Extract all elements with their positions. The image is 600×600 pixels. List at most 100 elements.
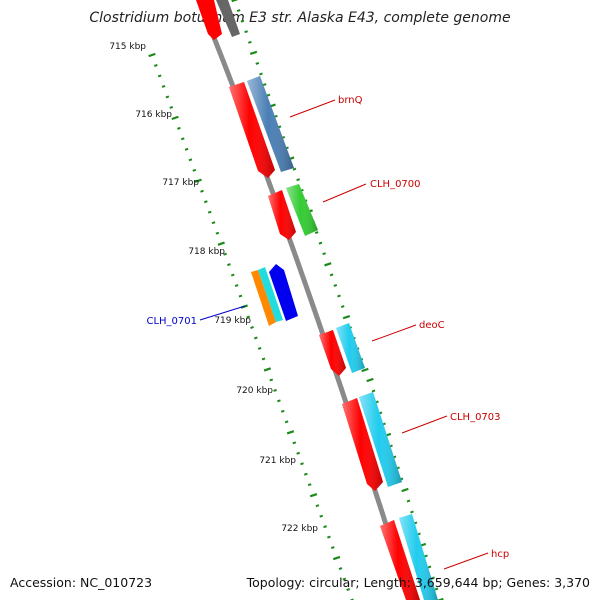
tick-mark (300, 462, 304, 466)
tick-mark (249, 50, 258, 56)
tick-mark (261, 357, 266, 361)
tick-mark (323, 525, 327, 529)
tick-mark (296, 451, 300, 455)
tick-mark (332, 555, 341, 561)
leader-brnq (289, 99, 336, 118)
tick-mark (327, 535, 331, 539)
tick-mark (361, 367, 369, 373)
tick-mark (263, 367, 272, 372)
tick-mark (431, 576, 435, 580)
gene-block-top-gray[interactable] (216, 0, 240, 37)
tick-mark (309, 493, 318, 498)
tick-mark (257, 347, 262, 350)
tick-mark (255, 61, 260, 65)
tick-label-719: 719 kbp (214, 316, 251, 326)
tick-mark (333, 283, 338, 287)
gene-block-clh0701-darkblue[interactable] (269, 264, 298, 321)
genome-info-text: Topology: circular; Length: 3,659,644 bp… (246, 575, 590, 590)
map-title: Clostridium botulinum E3 str. Alaska E43… (89, 10, 511, 26)
tick-mark (338, 567, 343, 571)
tick-label-721: 721 kbp (259, 456, 296, 466)
tick-mark (169, 105, 174, 109)
tick-mark (165, 95, 170, 99)
gene-label-hcp[interactable]: hcp (491, 549, 509, 560)
gene-block-clh0701-orange[interactable] (251, 270, 276, 326)
leader-deoc (371, 324, 417, 342)
gene-block-clh0701-teal[interactable] (258, 267, 283, 322)
tick-mark (401, 487, 409, 493)
tick-mark (307, 483, 312, 487)
tick-mark (296, 178, 300, 182)
tick-mark (246, 315, 250, 319)
leader-clh0703 (401, 415, 448, 434)
tick-mark (248, 40, 252, 44)
tick-mark (410, 510, 414, 514)
tick-mark (192, 168, 197, 172)
tick-mark (427, 565, 432, 569)
accession-text: Accession: NC_010723 (10, 575, 153, 590)
tick-mark (292, 441, 297, 445)
tick-mark (194, 178, 202, 183)
leader-clh0700 (322, 183, 367, 203)
tick-mark (154, 64, 158, 67)
gene-label-deoc[interactable]: deoC (419, 320, 445, 331)
tick-mark (188, 158, 193, 162)
tick-mark (277, 399, 281, 403)
tick-mark (207, 210, 212, 214)
tick-mark (329, 273, 334, 277)
tick-mark (330, 546, 335, 550)
gene-label-clh0703[interactable]: CLH_0703 (450, 412, 501, 423)
gene-shading (229, 76, 438, 600)
tick-mark (406, 499, 411, 503)
tick-mark (273, 388, 277, 392)
tick-mark (215, 231, 220, 235)
leader-clh0701 (199, 305, 246, 321)
tick-label-715: 715 kbp (109, 42, 146, 52)
tick-mark (292, 167, 297, 171)
tick-mark (217, 241, 225, 246)
tick-mark (177, 126, 181, 130)
gene-block-top-red[interactable] (196, 0, 222, 40)
tick-mark (342, 314, 351, 320)
tick-mark (200, 189, 204, 193)
tick-mark (314, 231, 319, 235)
gene-label-brnq[interactable]: brnQ (338, 95, 363, 106)
genome-backbone (196, 0, 413, 600)
tick-mark (180, 137, 185, 141)
tick-label-722: 722 kbp (281, 524, 318, 534)
tick-mark (436, 597, 444, 600)
tick-label-720: 720 kbp (236, 386, 273, 396)
tick-mark (284, 420, 289, 424)
tick-mark (231, 0, 239, 3)
tick-mark (371, 389, 376, 393)
tick-mark (259, 72, 263, 76)
tick-mark (304, 472, 308, 476)
gene-label-clh0700[interactable]: CLH_0700 (370, 179, 421, 190)
tick-mark (240, 19, 245, 23)
tick-label-716: 716 kbp (135, 110, 172, 120)
tick-mark (204, 200, 208, 204)
tick-mark (319, 514, 324, 518)
tick-mark (234, 284, 239, 288)
tick-mark (236, 9, 241, 13)
tick-mark (342, 577, 347, 581)
tick-mark (254, 336, 258, 340)
tick-mark (184, 147, 189, 151)
tick-mark (266, 93, 271, 97)
tick-mark (322, 252, 326, 256)
tick-mark (324, 262, 332, 267)
leader-hcp (443, 552, 489, 570)
tick-mark (227, 263, 231, 267)
tick-mark (434, 587, 439, 591)
tick-mark (366, 377, 374, 383)
tick-mark (223, 252, 227, 256)
tick-mark (315, 504, 320, 508)
tick-label-718: 718 kbp (188, 247, 225, 257)
tick-mark (171, 115, 179, 121)
tick-mark (337, 294, 341, 298)
tick-mark (286, 430, 295, 435)
tick-mark (340, 305, 345, 309)
gene-label-clh0701[interactable]: CLH_0701 (146, 316, 197, 327)
tick-mark (148, 52, 156, 58)
